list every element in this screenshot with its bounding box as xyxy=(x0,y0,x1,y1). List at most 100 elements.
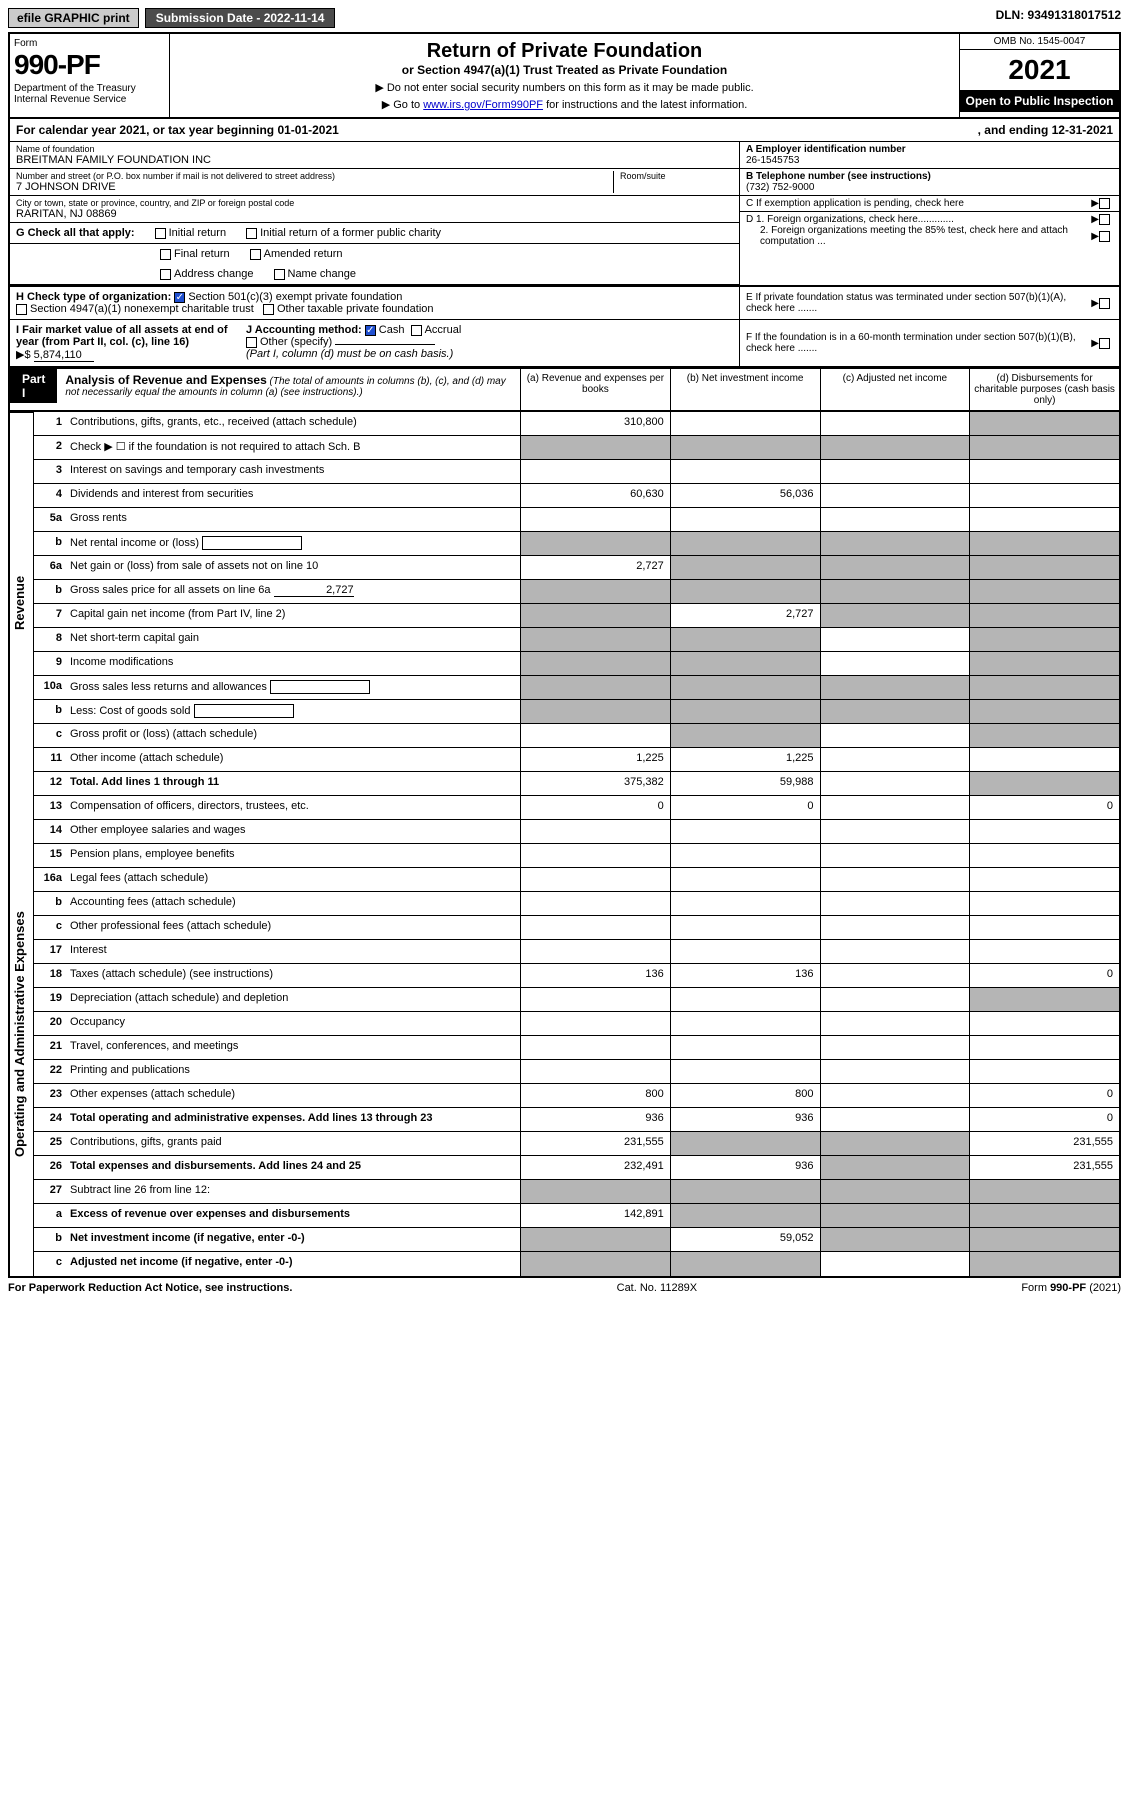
part1-header: Part I Analysis of Revenue and Expenses … xyxy=(8,368,1121,412)
amount-d: 0 xyxy=(969,964,1119,987)
line-number: b xyxy=(34,700,66,723)
amount-b xyxy=(670,508,820,531)
amount-d xyxy=(969,604,1119,627)
amount-c xyxy=(820,964,970,987)
line-number: 27 xyxy=(34,1180,66,1203)
dept-label: Department of the Treasury Internal Reve… xyxy=(14,83,165,105)
amount-c xyxy=(820,988,970,1011)
amount-a xyxy=(520,580,670,603)
form-number: 990-PF xyxy=(14,49,165,81)
table-row: bNet rental income or (loss) xyxy=(34,532,1119,556)
page-footer: For Paperwork Reduction Act Notice, see … xyxy=(8,1278,1121,1298)
footer-mid: Cat. No. 11289X xyxy=(617,1282,698,1294)
line-text: Net gain or (loss) from sale of assets n… xyxy=(66,556,520,579)
amount-a xyxy=(520,940,670,963)
line-number: 3 xyxy=(34,460,66,483)
line-number: 23 xyxy=(34,1084,66,1107)
line-text: Dividends and interest from securities xyxy=(66,484,520,507)
j-note: (Part I, column (d) must be on cash basi… xyxy=(246,348,453,360)
amount-a xyxy=(520,844,670,867)
line-text: Less: Cost of goods sold xyxy=(66,700,520,723)
amount-b xyxy=(670,892,820,915)
amount-a: 60,630 xyxy=(520,484,670,507)
name-label: Name of foundation xyxy=(16,144,733,154)
amount-a xyxy=(520,1060,670,1083)
amount-c xyxy=(820,772,970,795)
d1-checkbox[interactable] xyxy=(1099,214,1110,225)
line-number: c xyxy=(34,1252,66,1276)
line-text: Compensation of officers, directors, tru… xyxy=(66,796,520,819)
final-return-checkbox[interactable] xyxy=(160,249,171,260)
amount-a xyxy=(520,868,670,891)
c-checkbox[interactable] xyxy=(1099,198,1110,209)
amount-b xyxy=(670,700,820,723)
room-label: Room/suite xyxy=(620,171,733,181)
amount-b: 2,727 xyxy=(670,604,820,627)
amount-d: 231,555 xyxy=(969,1132,1119,1155)
e-checkbox[interactable] xyxy=(1099,298,1110,309)
amount-d: 231,555 xyxy=(969,1156,1119,1179)
amended-checkbox[interactable] xyxy=(250,249,261,260)
amount-c xyxy=(820,1228,970,1251)
name-change-checkbox[interactable] xyxy=(274,269,285,280)
table-row: 24Total operating and administrative exp… xyxy=(34,1108,1119,1132)
omb-number: OMB No. 1545-0047 xyxy=(960,34,1119,50)
line-number: 11 xyxy=(34,748,66,771)
amount-d: 0 xyxy=(969,1084,1119,1107)
efile-button[interactable]: efile GRAPHIC print xyxy=(8,8,139,28)
amount-d xyxy=(969,484,1119,507)
amount-c xyxy=(820,1036,970,1059)
amount-c xyxy=(820,748,970,771)
j-other-checkbox[interactable] xyxy=(246,337,257,348)
amount-d xyxy=(969,508,1119,531)
line-text: Total. Add lines 1 through 11 xyxy=(66,772,520,795)
amount-a: 0 xyxy=(520,796,670,819)
table-row: 18Taxes (attach schedule) (see instructi… xyxy=(34,964,1119,988)
table-row: 25Contributions, gifts, grants paid231,5… xyxy=(34,1132,1119,1156)
amount-b xyxy=(670,1252,820,1276)
amount-b xyxy=(670,868,820,891)
amount-b xyxy=(670,556,820,579)
amount-d xyxy=(969,844,1119,867)
main-table: Revenue Operating and Administrative Exp… xyxy=(8,412,1121,1278)
amount-b xyxy=(670,1180,820,1203)
h-501c3-checkbox[interactable] xyxy=(174,292,185,303)
amount-a: 1,225 xyxy=(520,748,670,771)
line-text: Contributions, gifts, grants paid xyxy=(66,1132,520,1155)
amount-b xyxy=(670,652,820,675)
line-text: Gross sales less returns and allowances xyxy=(66,676,520,699)
amount-d xyxy=(969,988,1119,1011)
table-row: 6aNet gain or (loss) from sale of assets… xyxy=(34,556,1119,580)
amount-a: 136 xyxy=(520,964,670,987)
tel-val: (732) 752-9000 xyxy=(746,182,1113,193)
j-cash-checkbox[interactable] xyxy=(365,325,376,336)
initial-former-checkbox[interactable] xyxy=(246,228,257,239)
f-checkbox[interactable] xyxy=(1099,338,1110,349)
h-other-checkbox[interactable] xyxy=(263,304,274,315)
i-label: I Fair market value of all assets at end… xyxy=(16,324,228,348)
amount-a: 231,555 xyxy=(520,1132,670,1155)
j-accrual-checkbox[interactable] xyxy=(411,325,422,336)
d2-checkbox[interactable] xyxy=(1099,231,1110,242)
amount-c xyxy=(820,604,970,627)
line-number: 16a xyxy=(34,868,66,891)
amount-b xyxy=(670,1036,820,1059)
amount-c xyxy=(820,484,970,507)
amount-a xyxy=(520,652,670,675)
amount-d xyxy=(969,580,1119,603)
amount-b xyxy=(670,460,820,483)
table-row: aExcess of revenue over expenses and dis… xyxy=(34,1204,1119,1228)
amount-c xyxy=(820,796,970,819)
initial-return-checkbox[interactable] xyxy=(155,228,166,239)
address-change-checkbox[interactable] xyxy=(160,269,171,280)
foundation-name: BREITMAN FAMILY FOUNDATION INC xyxy=(16,154,733,166)
amount-b: 800 xyxy=(670,1084,820,1107)
amount-a: 142,891 xyxy=(520,1204,670,1227)
amount-d xyxy=(969,676,1119,699)
table-row: cAdjusted net income (if negative, enter… xyxy=(34,1252,1119,1276)
amount-c xyxy=(820,1252,970,1276)
irs-link[interactable]: www.irs.gov/Form990PF xyxy=(423,99,543,111)
amount-d xyxy=(969,916,1119,939)
j-label: J Accounting method: xyxy=(246,324,362,336)
h-4947-checkbox[interactable] xyxy=(16,304,27,315)
